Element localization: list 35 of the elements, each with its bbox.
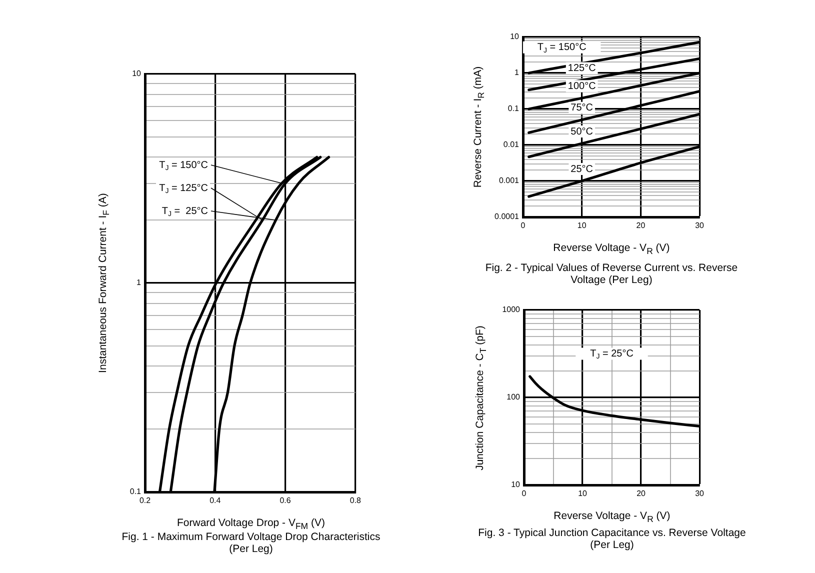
series-label: 25°C (570, 164, 594, 175)
y-tick-label: 10 (511, 480, 521, 490)
x-tick-label: 0.6 (280, 496, 292, 506)
x-tick-label: 0 (520, 221, 526, 230)
y-tick-label: 0.1 (130, 487, 142, 496)
y-tick-label: 0.01 (503, 140, 520, 150)
x-tick-label: 0.8 (350, 496, 362, 506)
y-tick-label: 0.001 (498, 176, 520, 186)
x-axis-title: Reverse Voltage - V$_{R}$ (V) (552, 242, 671, 256)
x-tick-label: 0.4 (210, 496, 222, 506)
x-tick-label: 30 (695, 489, 705, 498)
y-tick-label: 1 (514, 68, 520, 78)
y-tick-label: 10 (132, 69, 142, 78)
series-label: 100°C (568, 80, 596, 92)
series-label: 125°C (568, 62, 596, 74)
x-tick-label: 30 (695, 221, 705, 230)
text: Fig. 3 - Typical Junction Capacitance vs. Reverse Voltage (Per Leg) (477, 527, 747, 551)
x-axis-title: Forward Voltage Drop - V$_{FM}$ (V) (176, 517, 326, 532)
y-tick-label: 0.0001 (494, 212, 520, 222)
series-label: 50°C (570, 126, 594, 138)
x-tick-label: 0 (522, 489, 527, 498)
series-label: 75°C (570, 102, 594, 114)
text: Fig. 2 - Typical Values of Reverse Current vs. Reverse Voltage (Per Leg) (484, 262, 739, 286)
x-tick-label: 0.2 (139, 496, 152, 506)
x-tick-label: 20 (636, 489, 646, 498)
y-tick-label: 0.1 (508, 104, 520, 114)
x-tick-label: 20 (636, 221, 646, 230)
text: Fig. 1 - Maximum Forward Voltage Drop Characteristics (Per Leg) (120, 531, 382, 555)
x-axis-title: Reverse Voltage - V$_{R}$ (V) (552, 510, 672, 524)
x-tick-label: 10 (577, 221, 587, 230)
x-tick-label: 10 (578, 489, 588, 498)
y-tick-label: 100 (506, 392, 521, 402)
y-tick-label: 1000 (502, 305, 521, 314)
y-tick-label: 1 (136, 278, 142, 288)
y-tick-label: 10 (510, 32, 520, 42)
